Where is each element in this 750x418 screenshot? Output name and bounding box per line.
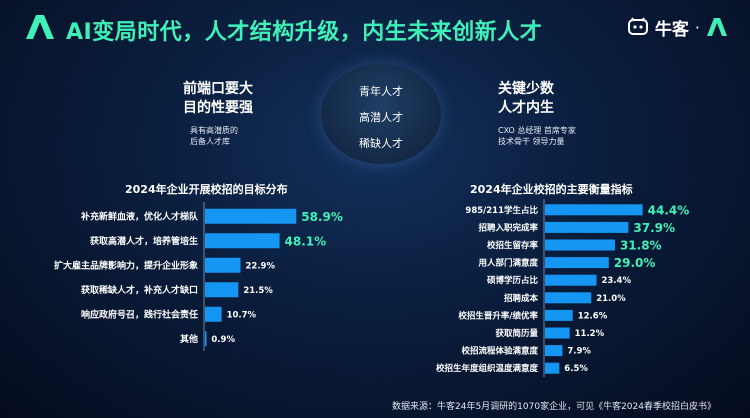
brand-name: 牛客 — [654, 19, 689, 40]
right-chart-bar — [545, 309, 573, 321]
right-chart-bar — [545, 204, 643, 216]
left-chart-category-label: 其他 — [180, 333, 198, 345]
left-heading-line2: 目的性要强 — [183, 100, 253, 116]
ellipse-item-scarce: 稀缺人才 — [359, 137, 403, 150]
right-chart-bar — [545, 362, 560, 374]
right-chart-title: 2024年企业校招的主要衡量指标 — [470, 183, 633, 196]
right-chart-bar — [545, 274, 597, 286]
data-source-note: 数据来源：牛客24年5月调研的1070家企业，可见《牛客2024春季校招白皮书》 — [392, 402, 716, 412]
left-chart-bar — [205, 208, 297, 224]
page-title: AI变局时代，人才结构升级，内生未来创新人才 — [66, 20, 543, 45]
left-chart-value-label: 48.1% — [285, 234, 327, 248]
right-sub-line2: 技术骨干 领导力量 — [498, 137, 565, 146]
right-subtext: CXO 总经理 首席专家 技术骨干 领导力量 — [498, 125, 608, 147]
right-heading-line2: 人才内生 — [498, 100, 554, 116]
left-chart-bar — [205, 331, 207, 347]
left-heading: 前端口要大 目的性要强 — [183, 80, 273, 118]
right-chart-category-label: 校招流程体验满意度 — [461, 346, 538, 357]
right-chart-category-label: 校招生留存率 — [487, 240, 539, 251]
left-chart-bar — [205, 282, 239, 298]
right-chart-category-label: 招聘成本 — [504, 293, 539, 304]
right-chart-value-label: 11.2% — [575, 329, 605, 339]
left-chart-category-label: 获取高潜人才，培养管培生 — [90, 235, 198, 247]
right-heading-line1: 关键少数 — [498, 81, 554, 97]
right-chart-value-label: 12.6% — [578, 311, 608, 321]
right-chart-value-label: 6.5% — [564, 364, 588, 374]
left-sub-line2: 后备人才库 — [190, 137, 230, 146]
brand-logo-icon — [26, 15, 54, 39]
left-chart-category-label: 补充新鲜血液，优化人才梯队 — [80, 210, 199, 222]
right-sub-line1: CXO 总经理 首席专家 — [498, 126, 576, 135]
right-chart-category-label: 校招生晋升率/绩优率 — [458, 310, 538, 321]
left-chart-category-label: 扩大雇主品牌影响力，提升企业形象 — [54, 259, 198, 271]
right-chart-category-label: 校招生年度组织温度满意度 — [436, 363, 539, 374]
right-heading: 关键少数 人才内生 — [498, 80, 588, 118]
right-chart-bar — [545, 221, 629, 233]
right-chart-value-label: 37.9% — [633, 221, 675, 235]
right-chart-value-label: 31.8% — [620, 239, 662, 253]
left-sub-line1: 具有高潜质的 — [190, 126, 238, 135]
right-chart-value-label: 29.0% — [614, 256, 656, 270]
right-chart-value-label: 44.4% — [648, 203, 690, 217]
left-chart-value-label: 10.7% — [227, 310, 257, 320]
talent-ellipse — [321, 64, 441, 164]
left-chart-bar — [205, 257, 241, 273]
brand-separator: · — [694, 17, 700, 37]
left-chart-title: 2024年企业开展校招的目标分布 — [125, 183, 288, 196]
right-chart-bar — [545, 257, 609, 269]
right-chart-category-label: 985/211学生占比 — [465, 205, 538, 216]
left-chart-category-label: 获取稀缺人才，补充人才缺口 — [81, 284, 198, 296]
left-chart-value-label: 22.9% — [245, 261, 275, 271]
left-chart-value-label: 21.5% — [243, 286, 273, 296]
right-chart-category-label: 硕博学历占比 — [487, 275, 539, 286]
right-chart-bar — [545, 292, 592, 304]
right-chart-value-label: 21.0% — [596, 294, 626, 304]
right-chart-category-label: 用人部门满意度 — [477, 258, 538, 269]
right-chart-value-label: 7.9% — [567, 347, 591, 357]
partner-logo-icon — [707, 18, 727, 36]
ellipse-item-potential: 高潜人才 — [359, 111, 403, 124]
left-chart-value-label: 0.9% — [211, 335, 235, 345]
right-chart-bar — [545, 239, 615, 251]
right-chart-category-label: 获取简历量 — [494, 328, 538, 339]
left-subtext: 具有高潜质的 后备人才库 — [190, 125, 280, 147]
left-chart-category-label: 响应政府号召，践行社会责任 — [81, 308, 198, 320]
left-chart-bar — [205, 306, 222, 322]
right-chart-category-label: 招聘入职完成率 — [478, 222, 538, 233]
left-chart-value-label: 58.9% — [301, 210, 343, 224]
right-chart-value-label: 23.4% — [601, 276, 631, 286]
right-chart-bar — [545, 327, 570, 339]
left-chart-bar — [205, 233, 280, 249]
left-heading-line1: 前端口要大 — [183, 81, 253, 97]
brand-mark: 牛客 · — [627, 14, 728, 40]
ellipse-item-young: 青年人才 — [359, 85, 403, 98]
right-chart-bar — [545, 345, 563, 357]
niuke-logo-icon — [627, 17, 648, 35]
